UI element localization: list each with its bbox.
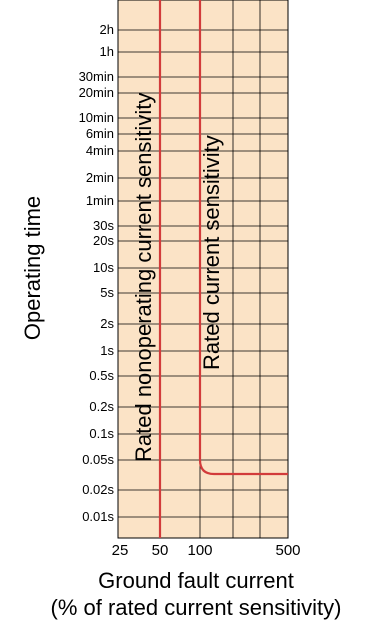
y-tick-label: 0.1s	[89, 426, 114, 441]
y-tick-label: 4min	[86, 143, 114, 158]
rated-sensitivity-curve	[198, 0, 288, 476]
x-axis-title: Ground fault current	[98, 568, 294, 593]
x-tick-label: 100	[187, 542, 212, 559]
y-tick-label: 0.01s	[82, 509, 114, 524]
y-tick-label: 6min	[86, 126, 114, 141]
y-tick-label: 0.05s	[82, 452, 114, 467]
x-tick-label: 50	[152, 542, 169, 559]
x-tick-label: 500	[275, 542, 300, 559]
y-tick-label: 2s	[100, 316, 114, 331]
y-tick-label: 20s	[93, 233, 114, 248]
y-tick-label: 2min	[86, 170, 114, 185]
y-tick-label: 1min	[86, 193, 114, 208]
y-tick-label: 0.2s	[89, 399, 114, 414]
x-axis-tick-labels: 25 50 100 500	[112, 542, 301, 559]
annotation-nonoperating: Rated nonoperating current sensitivity	[131, 93, 156, 462]
x-tick-label: 25	[112, 542, 129, 559]
y-tick-label: 1s	[100, 343, 114, 358]
y-tick-label: 1h	[100, 44, 114, 59]
y-tick-label: 20min	[79, 85, 114, 100]
annotation-rated: Rated current sensitivity	[199, 135, 224, 370]
y-tick-label: 30min	[79, 69, 114, 84]
y-tick-label: 2h	[100, 22, 114, 37]
y-tick-label: 10min	[79, 110, 114, 125]
x-axis-subtitle: (% of rated current sensitivity)	[51, 595, 342, 620]
y-tick-label: 10s	[93, 260, 114, 275]
y-tick-label: 30s	[93, 218, 114, 233]
y-tick-label: 0.5s	[89, 368, 114, 383]
y-axis-title: Operating time	[20, 196, 45, 340]
y-tick-label: 0.02s	[82, 482, 114, 497]
characteristic-curves	[158, 0, 288, 538]
y-tick-label: 5s	[100, 285, 114, 300]
